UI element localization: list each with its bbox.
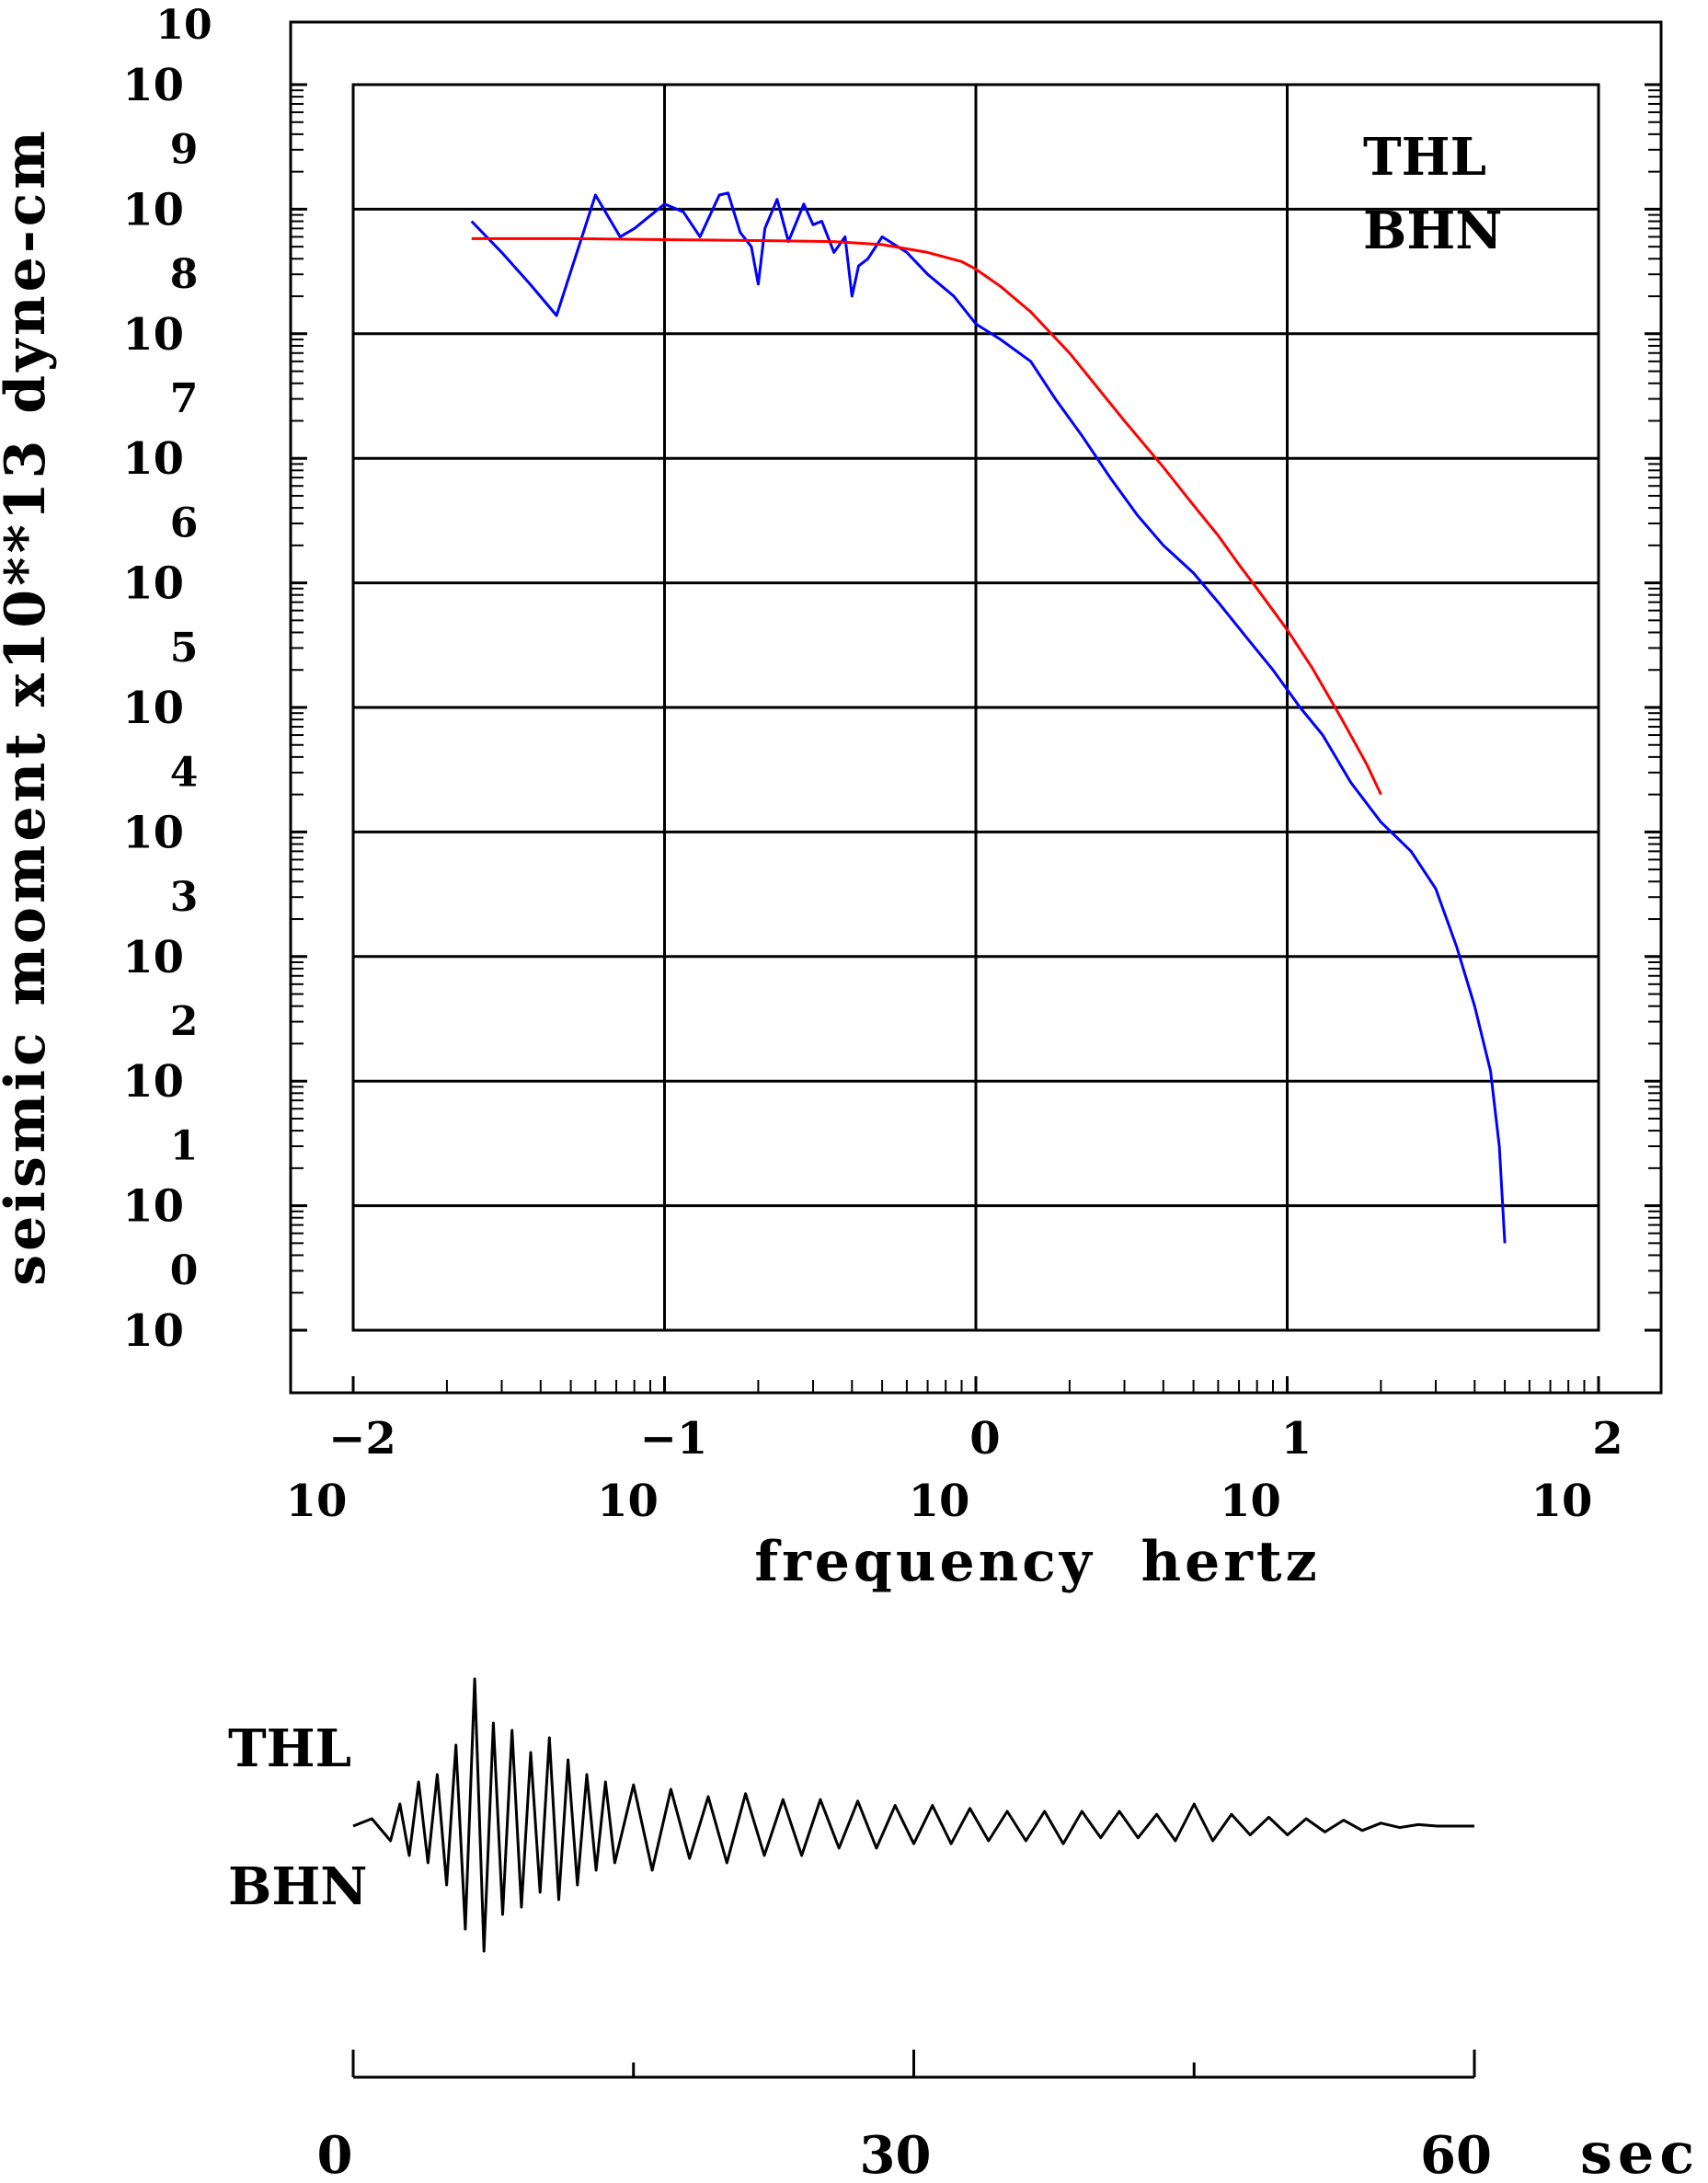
- y-tick-exponent: 9: [170, 126, 199, 173]
- trace-layer: [352, 1677, 1474, 1953]
- x-tick-exponent: −2: [328, 1413, 396, 1465]
- y-tick-base: 10: [122, 184, 184, 236]
- gridlines: [353, 85, 1599, 1330]
- channel-label: BHN: [1363, 201, 1502, 261]
- minor-ticks: [291, 83, 1661, 1393]
- y-tick-base: 10: [122, 683, 184, 734]
- x-tick-exponent: 0: [969, 1413, 1000, 1465]
- y-tick-base: 10: [122, 1181, 184, 1233]
- y-tick-base: 10: [122, 309, 184, 361]
- x-tick-base: 10: [1220, 1476, 1281, 1527]
- time-tick-label: 0: [317, 2125, 353, 2178]
- x-tick-exponent: 2: [1592, 1413, 1622, 1465]
- y-tick-exponent: 10: [155, 2, 212, 49]
- time-tick-label: 60: [1420, 2125, 1492, 2178]
- x-tick-base: 10: [1531, 1476, 1593, 1527]
- trace-channel-label: BHN: [228, 1856, 367, 1917]
- spectrum-series: [470, 191, 1507, 1244]
- y-tick-exponent: 8: [170, 251, 199, 298]
- observed-spectrum-line: [470, 191, 1507, 1244]
- y-tick-exponent: 5: [170, 625, 199, 672]
- time-tick-label: 30: [860, 2125, 932, 2178]
- seismogram-chart: THL BHN 0 30 60 sec: [228, 1677, 1700, 2183]
- y-tick-labels: 10 0 10 1 10 2 10 3 10 4 10 5 10 6 10 7 10 8 10 9 10 10: [122, 2, 212, 1357]
- waveform-trace: [352, 1677, 1474, 1953]
- y-tick-base: 10: [122, 807, 184, 858]
- station-label: THL: [1363, 127, 1486, 188]
- y-tick-base: 10: [122, 1056, 184, 1108]
- time-axis: 0 30 60: [317, 2050, 1492, 2183]
- model-fit-line: [471, 236, 1382, 796]
- x-tick-base: 10: [909, 1476, 970, 1527]
- y-tick-exponent: 3: [170, 874, 199, 921]
- y-tick-exponent: 4: [170, 749, 199, 796]
- y-tick-exponent: 7: [170, 375, 199, 422]
- x-tick-exponent: −1: [640, 1413, 708, 1465]
- y-tick-exponent: 2: [170, 998, 199, 1045]
- x-tick-exponent: 1: [1281, 1413, 1312, 1465]
- y-tick-base: 10: [122, 433, 184, 485]
- x-axis-title: frequency hertz: [754, 1530, 1320, 1594]
- y-tick-exponent: 0: [170, 1247, 199, 1294]
- time-axis-unit: sec: [1580, 2120, 1700, 2178]
- y-tick-base: 10: [122, 1305, 184, 1357]
- y-tick-exponent: 1: [170, 1123, 199, 1170]
- y-axis-title: seismic moment x10**13 dyne-cm: [0, 127, 58, 1286]
- trace-station-label: THL: [228, 1718, 351, 1779]
- y-tick-base: 10: [122, 60, 184, 111]
- y-tick-exponent: 6: [170, 500, 199, 547]
- x-tick-base: 10: [597, 1476, 659, 1527]
- x-tick-base: 10: [286, 1476, 348, 1527]
- y-tick-base: 10: [122, 932, 184, 983]
- y-tick-base: 10: [122, 558, 184, 610]
